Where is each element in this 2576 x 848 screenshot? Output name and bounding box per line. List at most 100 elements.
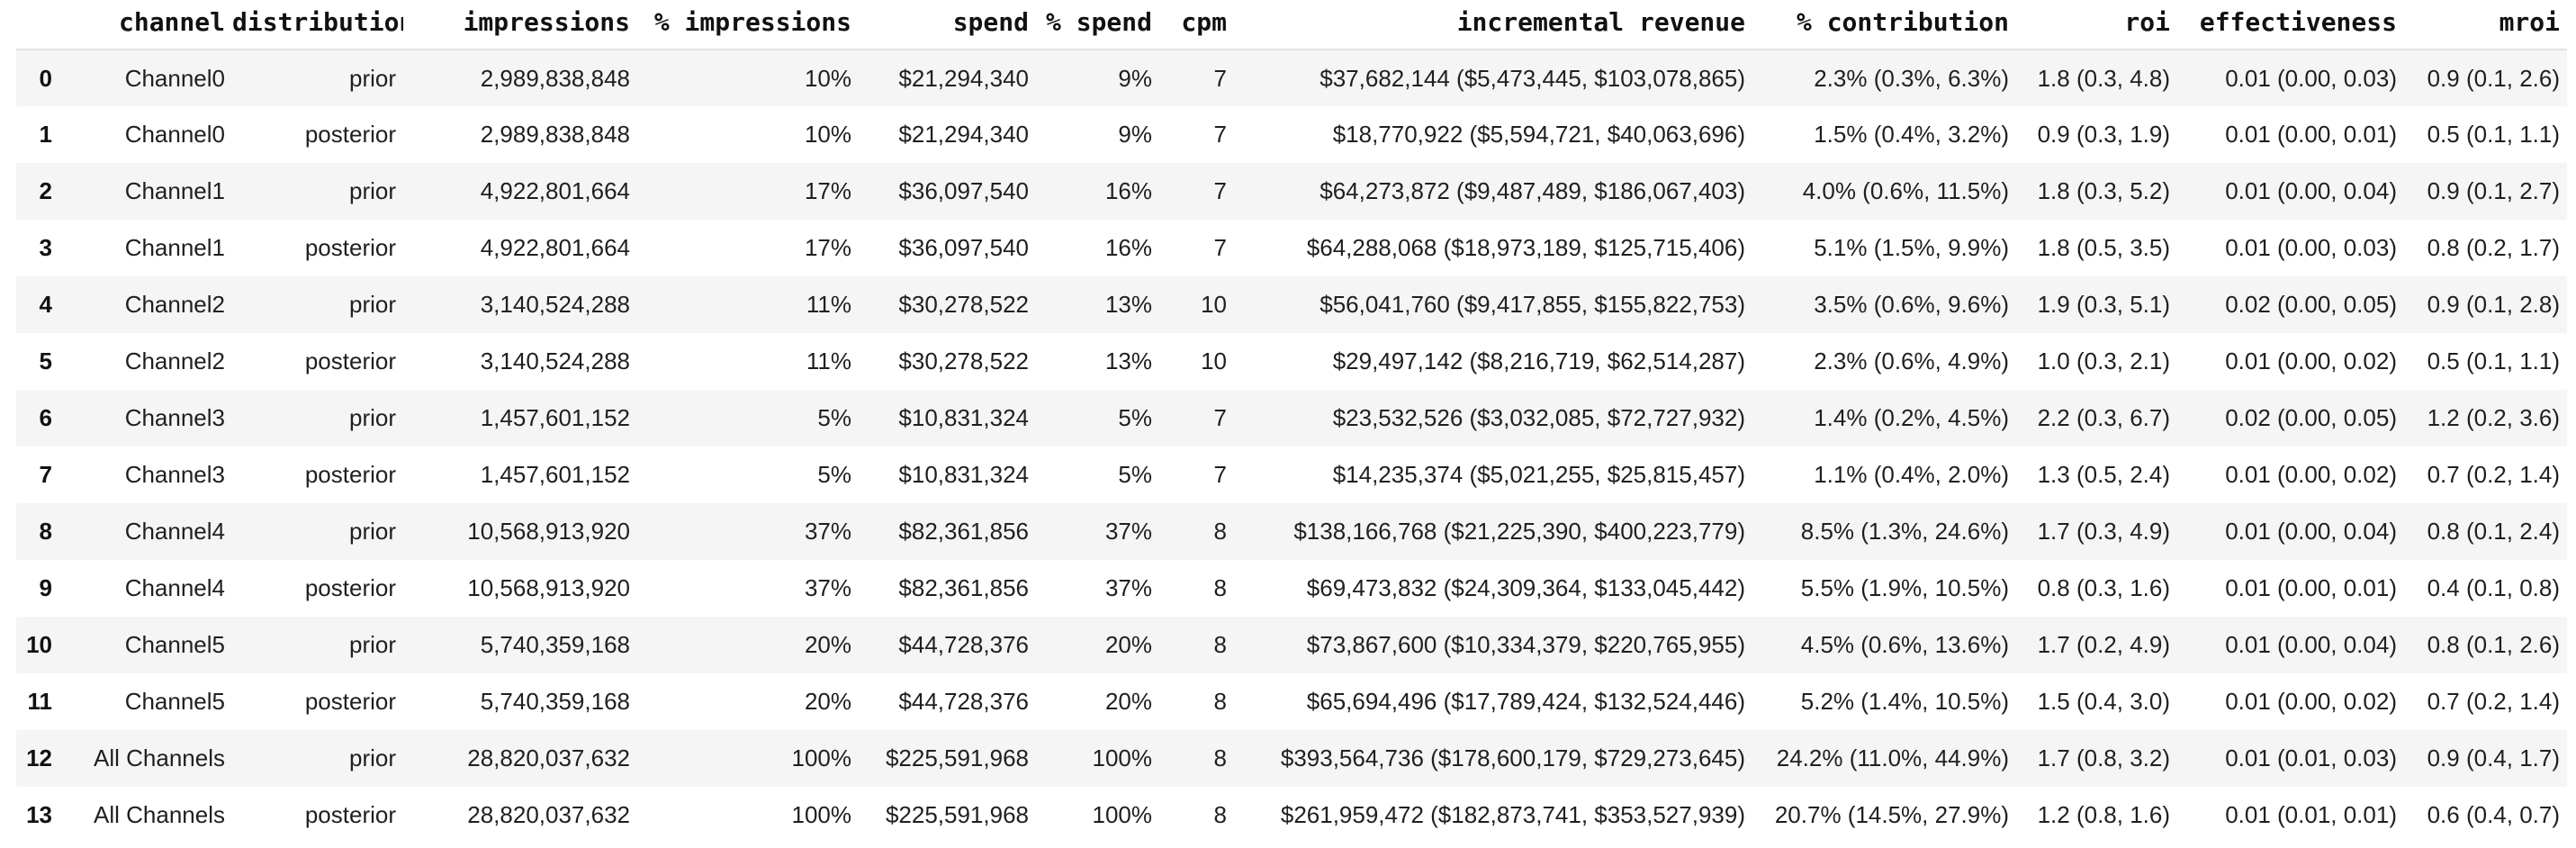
cell-roi: 1.7 (0.8, 3.2) — [2037, 744, 2170, 771]
cell-impressions: 5,740,359,168 — [480, 688, 630, 715]
row-index: 2 — [39, 177, 52, 204]
cell-mroi: 0.8 (0.1, 2.6) — [2427, 631, 2560, 658]
table-row: 13 All Channels posterior 28,820,037,632 100… — [16, 787, 2567, 843]
cell-roi: 1.7 (0.2, 4.9) — [2037, 631, 2170, 658]
cell-impressions: 10% — [804, 121, 851, 148]
row-index: 1 — [39, 121, 52, 148]
cell-spend: 20% — [1104, 688, 1152, 715]
cell-contribution: 24.2% (11.0%, 44.9%) — [1776, 744, 2009, 771]
cell-contribution: 2.3% (0.3%, 6.3%) — [1814, 64, 2009, 92]
cell-cpm: 7 — [1213, 121, 1227, 148]
cell-spend: $10,831,324 — [898, 461, 1029, 488]
cell-impressions: 5% — [817, 461, 851, 488]
cell-effectiveness: 0.01 (0.00, 0.02) — [2225, 461, 2397, 488]
cell-spend: $225,591,968 — [885, 801, 1029, 828]
cell-spend: $10,831,324 — [898, 404, 1029, 431]
cell-channel: Channel0 — [124, 64, 225, 92]
column-header-effectiveness: effectiveness — [2177, 0, 2404, 50]
row-index: 9 — [39, 574, 52, 601]
cell-impressions: 20% — [804, 688, 851, 715]
cell-distribution: prior — [348, 631, 396, 658]
cell-contribution: 2.3% (0.6%, 4.9%) — [1814, 347, 2009, 374]
column-header-roi: roi — [2016, 0, 2177, 50]
cell-incremental-revenue: $73,867,600 ($10,334,379, $220,765,955) — [1306, 631, 1745, 658]
cell-distribution: prior — [348, 291, 396, 318]
cell-spend: 20% — [1104, 631, 1152, 658]
table-header: channel distribution impressions% impressi… — [16, 0, 2567, 50]
cell-cpm: 8 — [1213, 518, 1227, 545]
cell-impressions: 3,140,524,288 — [480, 291, 630, 318]
cell-distribution: posterior — [304, 347, 396, 374]
cell-cpm: 8 — [1213, 631, 1227, 658]
column-header-contribution: % contribution — [1752, 0, 2016, 50]
cell-spend: $30,278,522 — [898, 291, 1029, 318]
cell-spend: 37% — [1104, 574, 1152, 601]
cell-cpm: 7 — [1213, 64, 1227, 92]
cell-channel: Channel2 — [124, 291, 225, 318]
cell-channel: All Channels — [94, 744, 225, 771]
cell-mroi: 0.9 (0.1, 2.8) — [2427, 291, 2560, 318]
cell-distribution: prior — [348, 177, 396, 204]
cell-cpm: 7 — [1213, 234, 1227, 261]
cell-cpm: 10 — [1201, 347, 1227, 374]
cell-cpm: 8 — [1213, 688, 1227, 715]
cell-distribution: posterior — [304, 688, 396, 715]
cell-spend: 13% — [1104, 347, 1152, 374]
cell-impressions: 4,922,801,664 — [480, 177, 630, 204]
cell-impressions: 28,820,037,632 — [467, 801, 630, 828]
cell-cpm: 7 — [1213, 461, 1227, 488]
row-index: 0 — [39, 64, 52, 92]
cell-mroi: 0.5 (0.1, 1.1) — [2427, 121, 2560, 148]
cell-spend: 16% — [1104, 234, 1152, 261]
cell-impressions: 10,568,913,920 — [467, 574, 630, 601]
column-header-distribution: distribution — [232, 0, 403, 50]
table-row: 3 Channel1 posterior 4,922,801,664 17% $36,09… — [16, 220, 2567, 276]
cell-impressions: 17% — [804, 234, 851, 261]
cell-distribution: posterior — [304, 121, 396, 148]
cell-spend: 9% — [1118, 64, 1152, 92]
column-header-spend: % spend — [1036, 0, 1159, 50]
table-row: 4 Channel2 prior 3,140,524,288 11% $30,278,52… — [16, 276, 2567, 333]
cell-roi: 1.2 (0.8, 1.6) — [2037, 801, 2170, 828]
cell-spend: 37% — [1104, 518, 1152, 545]
cell-channel: Channel4 — [124, 518, 225, 545]
cell-channel: Channel1 — [124, 177, 225, 204]
cell-roi: 1.8 (0.3, 5.2) — [2037, 177, 2170, 204]
row-index: 3 — [39, 234, 52, 261]
cell-channel: Channel0 — [124, 121, 225, 148]
cell-channel: All Channels — [94, 801, 225, 828]
row-index: 4 — [39, 291, 52, 318]
cell-roi: 1.9 (0.3, 5.1) — [2037, 291, 2170, 318]
cell-incremental-revenue: $261,959,472 ($182,873,741, $353,527,939… — [1280, 801, 1745, 828]
column-header-channel: channel — [59, 0, 232, 50]
cell-spend: $225,591,968 — [885, 744, 1029, 771]
cell-impressions: 11% — [806, 291, 851, 318]
cell-spend: 100% — [1092, 801, 1153, 828]
cell-impressions: 2,989,838,848 — [480, 64, 630, 92]
cell-spend: 16% — [1104, 177, 1152, 204]
cell-impressions: 11% — [806, 347, 851, 374]
cell-spend: 9% — [1118, 121, 1152, 148]
cell-distribution: posterior — [304, 234, 396, 261]
cell-channel: Channel4 — [124, 574, 225, 601]
cell-impressions: 10,568,913,920 — [467, 518, 630, 545]
cell-incremental-revenue: $18,770,922 ($5,594,721, $40,063,696) — [1332, 121, 1745, 148]
cell-contribution: 1.1% (0.4%, 2.0%) — [1814, 461, 2009, 488]
column-header-incremental-revenue: incremental revenue — [1234, 0, 1752, 50]
row-index: 5 — [39, 347, 52, 374]
table-row: 0 Channel0 prior 2,989,838,848 10% $21,294,34… — [16, 50, 2567, 106]
cell-spend: 5% — [1118, 404, 1152, 431]
cell-distribution: prior — [348, 404, 396, 431]
cell-roi: 1.7 (0.3, 4.9) — [2037, 518, 2170, 545]
cell-impressions: 1,457,601,152 — [480, 404, 630, 431]
cell-impressions: 4,922,801,664 — [480, 234, 630, 261]
cell-roi: 1.5 (0.4, 3.0) — [2037, 688, 2170, 715]
cell-spend: $21,294,340 — [898, 64, 1029, 92]
table-row: 6 Channel3 prior 1,457,601,152 5% $10,831,324… — [16, 390, 2567, 447]
cell-mroi: 0.8 (0.1, 2.4) — [2427, 518, 2560, 545]
cell-impressions: 2,989,838,848 — [480, 121, 630, 148]
cell-spend: $44,728,376 — [898, 688, 1029, 715]
cell-mroi: 0.8 (0.2, 1.7) — [2427, 234, 2560, 261]
table-row: 9 Channel4 posterior 10,568,913,920 37% $82,3… — [16, 560, 2567, 617]
table-body: 0 Channel0 prior 2,989,838,848 10% $21,294,34… — [16, 50, 2567, 843]
